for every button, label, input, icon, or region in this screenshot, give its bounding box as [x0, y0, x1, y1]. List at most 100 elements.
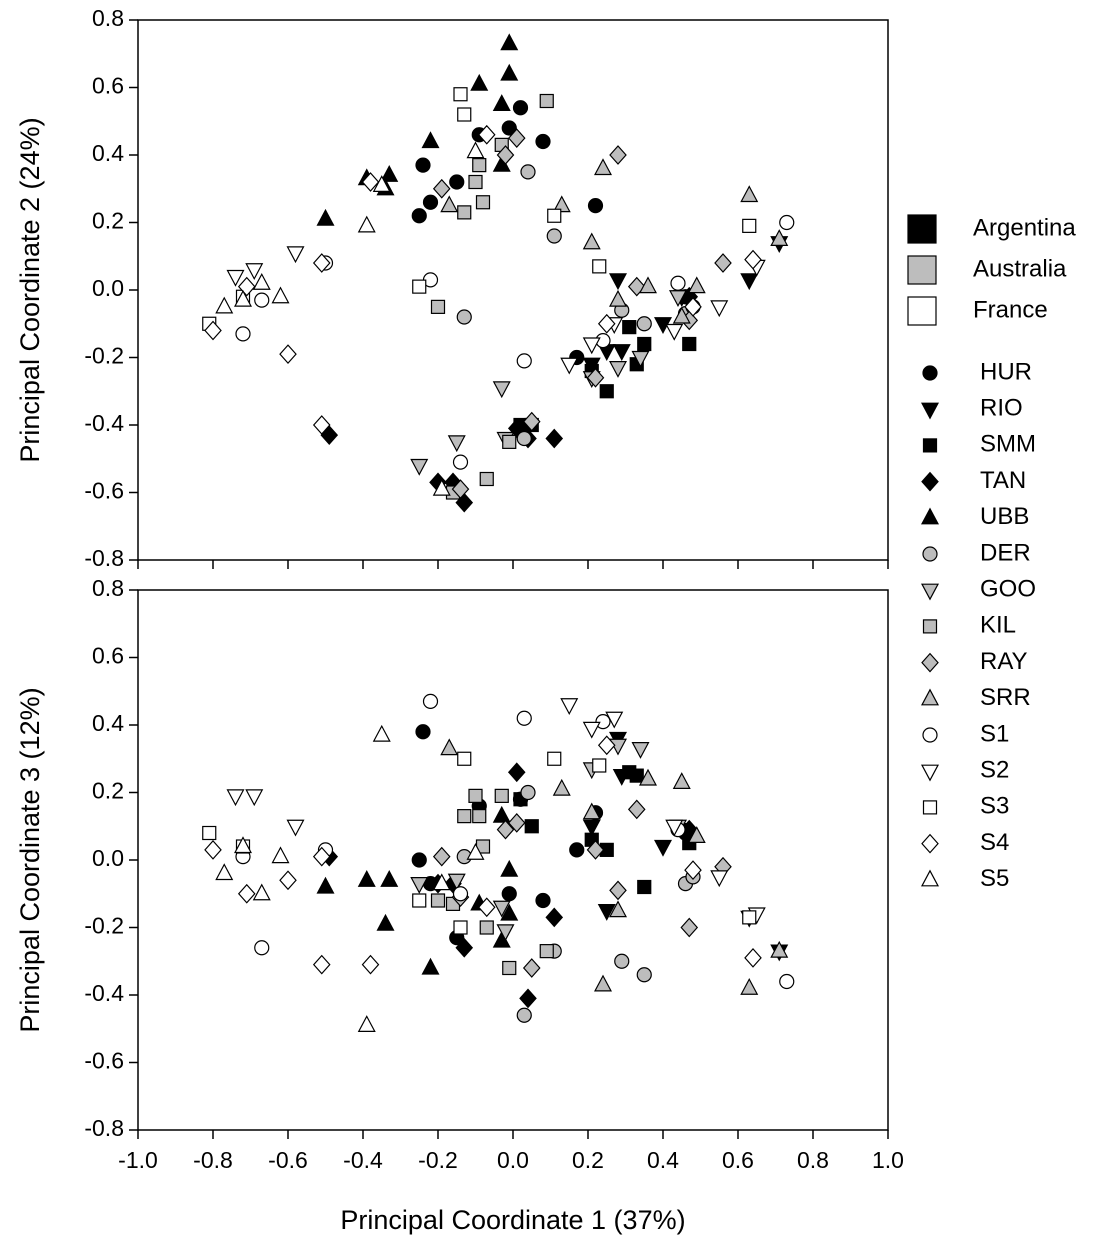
point	[215, 863, 234, 881]
legend-label: KIL	[980, 612, 1016, 639]
point	[594, 974, 612, 992]
point	[636, 967, 652, 983]
y-tick-label: 0.4	[92, 140, 124, 166]
point	[361, 172, 380, 192]
point	[254, 292, 270, 308]
point	[477, 897, 496, 918]
point	[492, 381, 511, 399]
x-tick-label: 0.4	[647, 1147, 679, 1173]
point	[496, 145, 515, 165]
point	[740, 185, 759, 203]
point	[468, 174, 483, 190]
point	[479, 471, 494, 487]
legend-label: UBB	[980, 503, 1029, 530]
point	[545, 907, 564, 928]
point	[234, 289, 252, 307]
point	[453, 920, 468, 935]
point	[252, 272, 271, 290]
point	[254, 940, 270, 956]
point	[279, 870, 297, 891]
point	[582, 337, 601, 355]
y-tick-label: 0.6	[92, 643, 124, 669]
points-layer	[202, 33, 795, 513]
legend-label: Argentina	[973, 214, 1076, 241]
point	[202, 825, 217, 841]
point	[592, 259, 607, 274]
point	[672, 772, 691, 789]
point	[451, 479, 470, 500]
x-tick-label: -0.2	[418, 1147, 458, 1173]
point	[235, 326, 251, 342]
point	[500, 33, 519, 51]
point	[535, 133, 551, 150]
point	[440, 195, 459, 213]
point	[742, 910, 757, 925]
point	[468, 788, 483, 803]
legend-label: GOO	[980, 576, 1036, 603]
y-tick-label: -0.6	[84, 478, 124, 504]
point	[586, 367, 605, 388]
point	[522, 958, 541, 978]
y-tick-label: 0.8	[92, 575, 124, 601]
x-tick-label: 1.0	[872, 1147, 904, 1173]
legend-label: RAY	[980, 648, 1028, 675]
point	[245, 789, 264, 807]
point	[672, 306, 691, 324]
legend-label: SRR	[980, 684, 1031, 711]
legend-label: S3	[980, 793, 1009, 820]
point	[501, 120, 517, 136]
point	[492, 805, 511, 823]
legend-marker	[921, 583, 939, 601]
point	[560, 698, 579, 716]
legend-label: S1	[980, 720, 1009, 747]
point	[502, 960, 517, 976]
point	[430, 893, 446, 908]
legend-marker	[921, 507, 939, 525]
point	[226, 269, 245, 287]
point	[432, 873, 451, 891]
y-tick-label: 0.6	[92, 73, 124, 99]
legend-label: S2	[980, 757, 1009, 784]
point	[496, 819, 515, 840]
point	[452, 454, 469, 470]
point	[421, 957, 440, 975]
legend-marker	[922, 800, 938, 815]
point	[629, 768, 644, 783]
point	[466, 842, 485, 860]
point	[582, 819, 601, 837]
x-tick-label: 0.8	[797, 1147, 829, 1173]
x-axis-title: Principal Coordinate 1 (37%)	[340, 1205, 685, 1235]
point	[519, 988, 537, 1009]
x-tick-label: 0.0	[497, 1147, 529, 1173]
legend-marker	[921, 764, 939, 782]
y-tick-label: -0.2	[84, 343, 124, 369]
point	[492, 94, 511, 111]
point	[361, 954, 380, 975]
point	[316, 876, 335, 894]
point	[312, 253, 331, 273]
point	[714, 253, 732, 273]
point	[539, 944, 554, 959]
point	[252, 883, 271, 901]
point	[597, 904, 616, 921]
point	[654, 839, 672, 857]
point	[286, 246, 305, 264]
y-tick-label: -0.4	[84, 410, 124, 436]
point	[472, 158, 487, 173]
point	[457, 107, 472, 122]
legend-marker	[921, 402, 939, 420]
point	[597, 735, 616, 756]
point	[680, 917, 699, 938]
legend-swatch	[907, 296, 937, 326]
point	[710, 870, 729, 888]
legend-label: RIO	[980, 395, 1023, 422]
point	[456, 309, 472, 325]
point	[410, 458, 429, 476]
point	[479, 920, 494, 935]
point	[411, 208, 427, 224]
legend-label: S4	[980, 829, 1009, 856]
point	[477, 124, 496, 145]
point	[560, 357, 579, 375]
y-tick-label: 0.0	[92, 845, 124, 871]
point	[665, 819, 684, 837]
